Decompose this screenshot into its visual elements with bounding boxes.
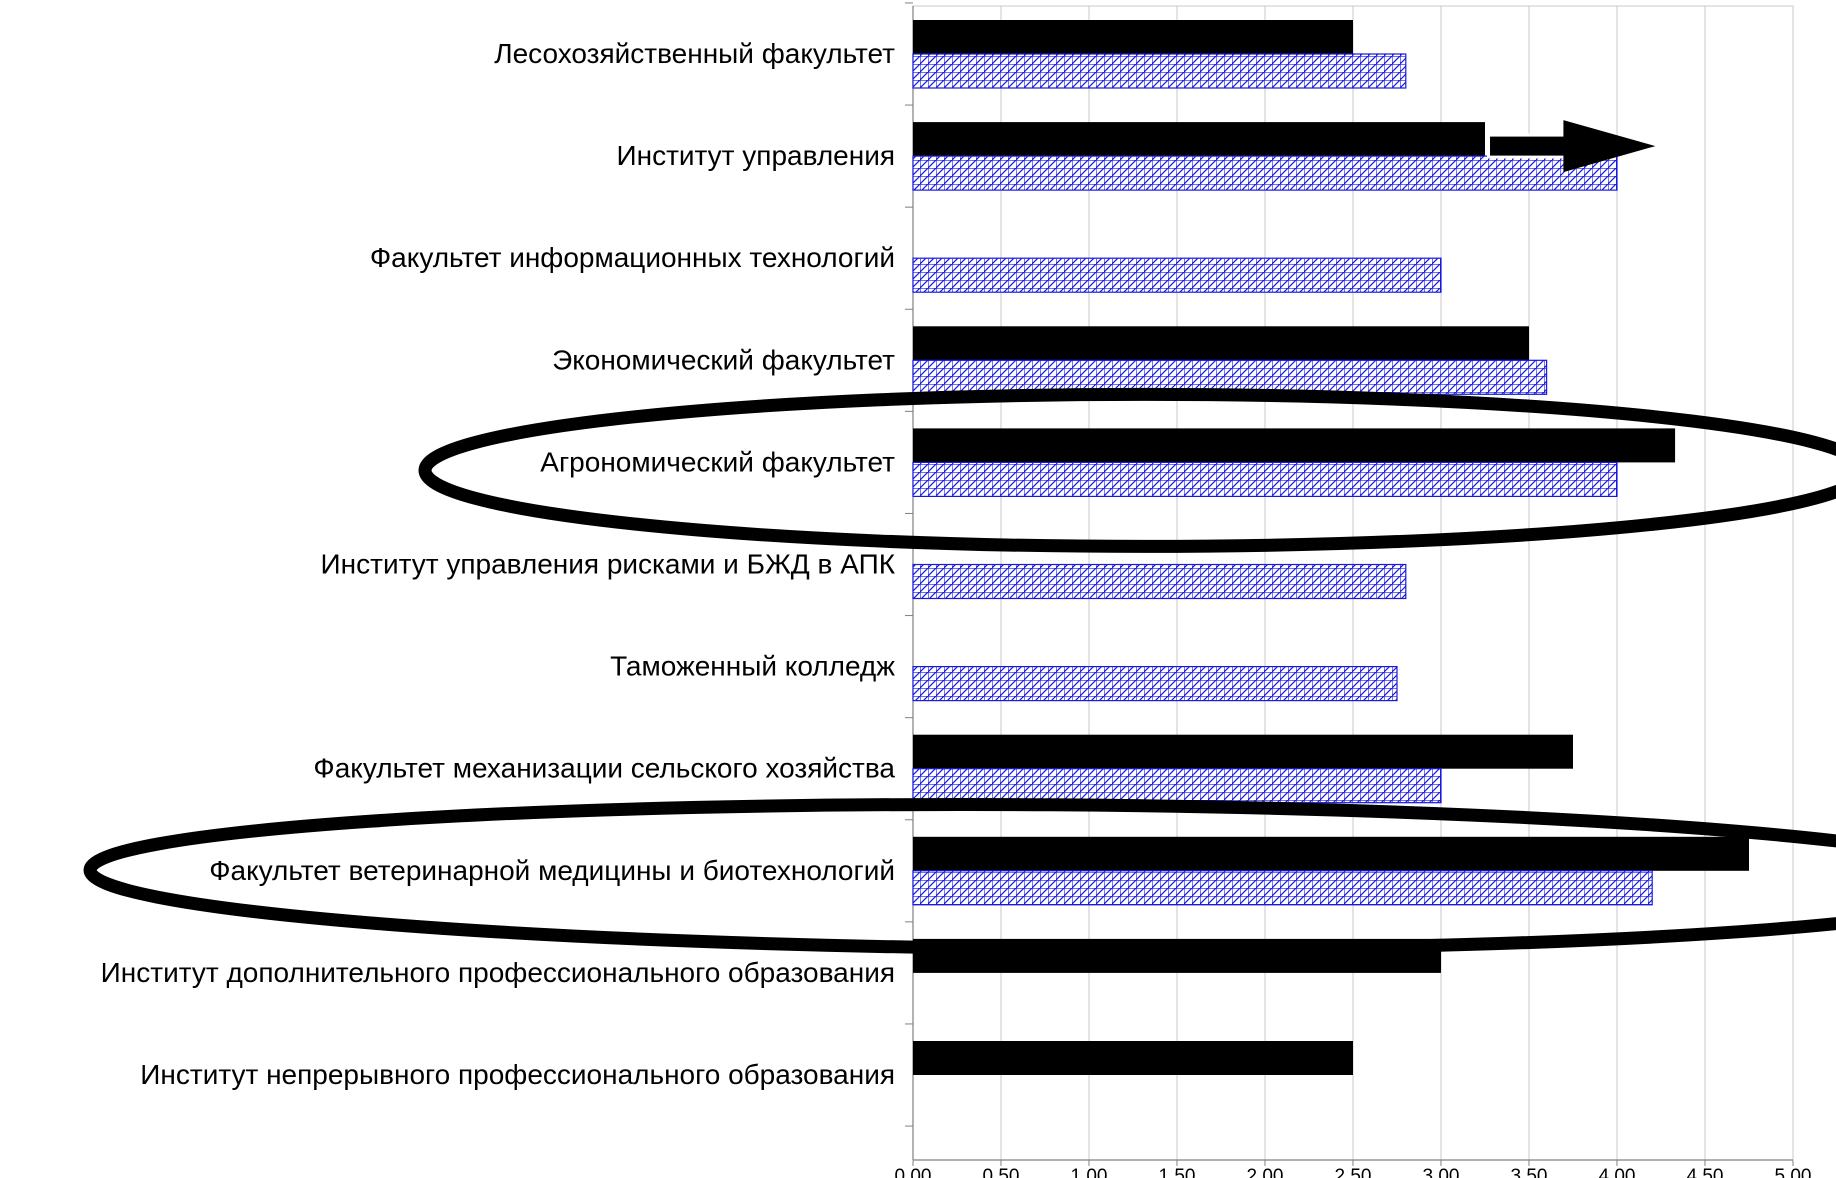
x-tick-label: 3,00 — [1423, 1166, 1460, 1178]
bar-crosshatch — [912, 53, 1407, 89]
bar-solid — [913, 326, 1529, 361]
x-tick-label: 2,00 — [1247, 1166, 1284, 1178]
annotations — [83, 120, 1836, 956]
category-label: Таможенный колледж — [610, 651, 895, 682]
bar-crosshatch — [912, 665, 1398, 702]
category-label: Факультет информационных технологий — [370, 242, 895, 273]
category-labels: Лесохозяйственный факультет Институт упра… — [101, 38, 896, 1090]
x-tick-label: 0,00 — [895, 1166, 932, 1178]
bar-solid — [913, 734, 1573, 769]
bar-crosshatch — [912, 870, 1653, 906]
x-tick-labels: 0,00 0,50 1,00 1,50 2,00 2,50 3,00 3,50 4,00 4,50… — [895, 1166, 1812, 1178]
category-label: Институт управления — [616, 140, 895, 171]
bar-crosshatch — [912, 257, 1442, 293]
bar-crosshatch — [912, 461, 1618, 497]
category-label: Лесохозяйственный факультет — [494, 38, 895, 69]
bar-solid — [913, 122, 1485, 157]
category-label: Институт управления рисками и БЖД в АПК — [321, 549, 896, 580]
trend-arrow — [1487, 120, 1656, 173]
bar-solid — [913, 836, 1749, 871]
category-label: Факультет механизации сельского хозяйств… — [313, 753, 895, 784]
bar-crosshatch — [912, 768, 1442, 804]
bar-solid — [913, 1041, 1353, 1075]
x-tick-label: 2,50 — [1335, 1166, 1372, 1178]
category-label: Агрономический факультет — [540, 446, 895, 477]
x-tick-label: 5,00 — [1775, 1166, 1812, 1178]
x-tick-label: 1,00 — [1071, 1166, 1108, 1178]
bar-crosshatch — [912, 563, 1407, 600]
x-tick-label: 1,50 — [1159, 1166, 1196, 1178]
highlight-ellipse — [83, 797, 1836, 956]
bar-crosshatch — [912, 155, 1618, 191]
category-label: Экономический факультет — [552, 344, 895, 375]
x-tick-label: 3,50 — [1511, 1166, 1548, 1178]
category-label: Институт непрерывного профессионального … — [140, 1059, 895, 1090]
x-tick-label: 0,50 — [983, 1166, 1020, 1178]
x-tick-label: 4,50 — [1687, 1166, 1724, 1178]
highlight-ellipse — [418, 387, 1836, 553]
bar-solid — [913, 428, 1676, 463]
bar-solid — [913, 20, 1353, 54]
category-label: Институт дополнительного профессионально… — [101, 957, 895, 988]
x-tick-label: 4,00 — [1599, 1166, 1636, 1178]
category-label: Факультет ветеринарной медицины и биотех… — [209, 855, 895, 886]
